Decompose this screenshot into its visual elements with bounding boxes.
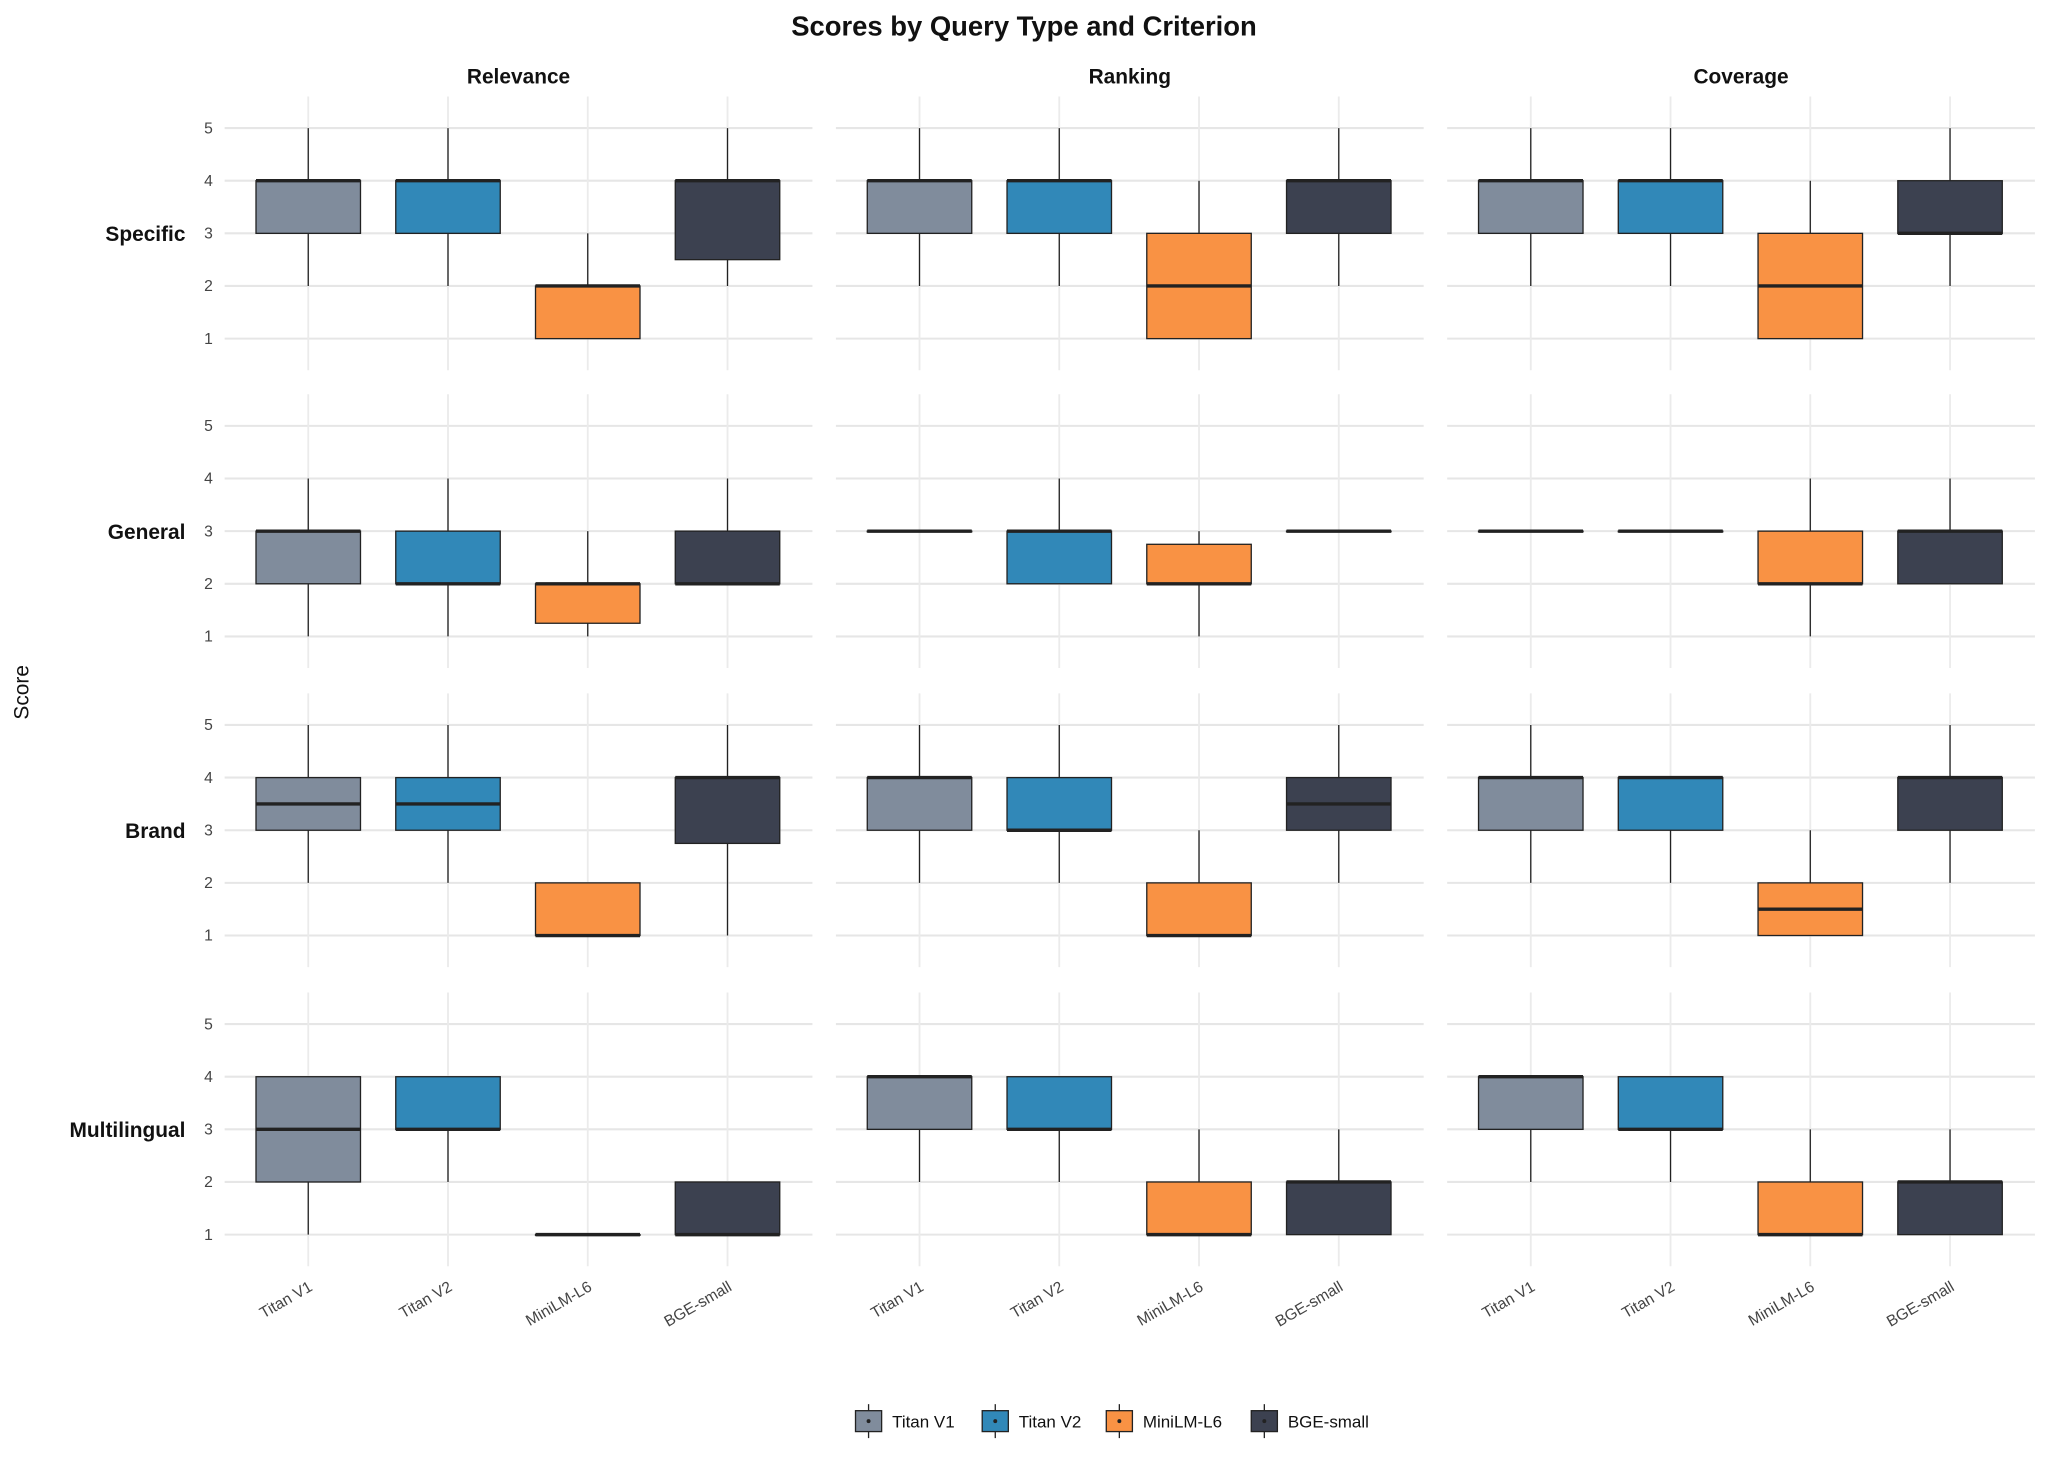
box-minilm-l6 [534,882,641,937]
box-titan-v2 [1006,180,1113,234]
box-bge-small [674,776,781,845]
box-minilm-l6 [1146,1181,1252,1236]
x-tick-label: MiniLM-L6 [523,1278,595,1329]
box-bge-small [674,1181,781,1236]
y-tick-label: 4 [204,770,213,787]
legend-key-point [1262,1419,1267,1424]
box-titan-v2 [1617,776,1724,831]
row-label-multilingual: Multilingual [70,1119,186,1142]
y-tick-label: 1 [204,331,213,348]
box-minilm-l6 [1146,882,1252,937]
x-tick-label: Titan V2 [1619,1278,1677,1322]
box-titan-v2 [1006,776,1113,831]
legend-label: BGE-small [1288,1413,1369,1432]
x-tick-label: MiniLM-L6 [1746,1278,1818,1329]
box-bge-small [1897,776,2003,831]
y-tick-label: 1 [204,928,213,945]
box-minilm-l6 [1757,530,1864,585]
box-titan-v1 [1477,1076,1584,1130]
legend-label: Titan V2 [1019,1413,1082,1432]
x-tick-label: BGE-small [661,1278,734,1330]
box-bge-small [674,530,781,585]
legend: Titan V1 Titan V2 MiniLM-L6 BGE-small [854,1404,1369,1439]
box-bge-small [1897,180,2003,234]
y-tick-label: 4 [204,1069,213,1086]
y-axis-label: Score [11,665,34,720]
x-tick-label: Titan V1 [868,1278,926,1322]
legend-key-point [993,1419,998,1424]
box-titan-v1 [1477,776,1584,831]
box-titan-v2 [395,180,501,234]
x-tick-label: BGE-small [1884,1278,1957,1330]
box-bge-small [1285,1181,1392,1236]
legend-label: Titan V1 [892,1413,955,1432]
legend-key-point [1117,1419,1122,1424]
y-tick-label: 5 [204,1016,213,1033]
box-titan-v2 [395,530,501,585]
y-tick-label: 3 [204,1122,213,1139]
y-tick-label: 1 [204,1227,213,1244]
x-tick-label: Titan V2 [1008,1278,1066,1322]
strip-label-ranking: Ranking [1089,66,1171,89]
box-minilm-l6 [1146,543,1252,585]
y-tick-label: 2 [204,1174,213,1191]
y-tick-label: 5 [204,717,213,734]
y-tick-label: 5 [204,418,213,435]
y-tick-label: 2 [204,278,213,295]
box-minilm-l6 [534,583,641,624]
chart-title: Scores by Query Type and Criterion [791,10,1257,41]
box-bge-small [674,180,781,261]
box-titan-v1 [866,1076,973,1130]
box-titan-v1 [255,180,362,234]
y-tick-label: 3 [204,523,213,540]
x-tick-label: Titan V1 [257,1278,315,1322]
x-tick-label: BGE-small [1273,1278,1346,1330]
box-titan-v2 [1617,180,1724,234]
box-titan-v2 [395,1076,501,1130]
y-tick-label: 4 [204,471,213,488]
row-label-general: General [108,521,186,544]
y-tick-label: 1 [204,629,213,646]
box-titan-v1 [255,530,362,585]
y-tick-label: 5 [204,120,213,137]
box-titan-v1 [866,180,973,234]
box-bge-small [1285,180,1392,234]
y-tick-label: 2 [204,875,213,892]
box-titan-v2 [1617,1076,1724,1130]
x-tick-label: Titan V2 [397,1278,455,1322]
box-minilm-l6 [1757,1181,1864,1236]
box-titan-v2 [1006,530,1113,585]
box-bge-small [1897,1181,2003,1236]
y-tick-label: 3 [204,226,213,243]
y-tick-label: 2 [204,576,213,593]
box-titan-v2 [1006,1076,1113,1130]
x-tick-label: MiniLM-L6 [1134,1278,1206,1329]
row-label-specific: Specific [105,223,185,246]
box-minilm-l6 [534,285,641,340]
legend-key-point [866,1419,871,1424]
box-bge-small [1897,530,2003,585]
y-tick-label: 4 [204,173,213,190]
box-titan-v1 [866,776,973,831]
strip-label-relevance: Relevance [467,66,570,89]
strip-label-coverage: Coverage [1693,66,1788,89]
x-tick-label: Titan V1 [1480,1278,1538,1322]
row-label-brand: Brand [125,820,185,843]
y-tick-label: 3 [204,822,213,839]
legend-label: MiniLM-L6 [1143,1413,1222,1432]
box-titan-v1 [1477,180,1584,234]
